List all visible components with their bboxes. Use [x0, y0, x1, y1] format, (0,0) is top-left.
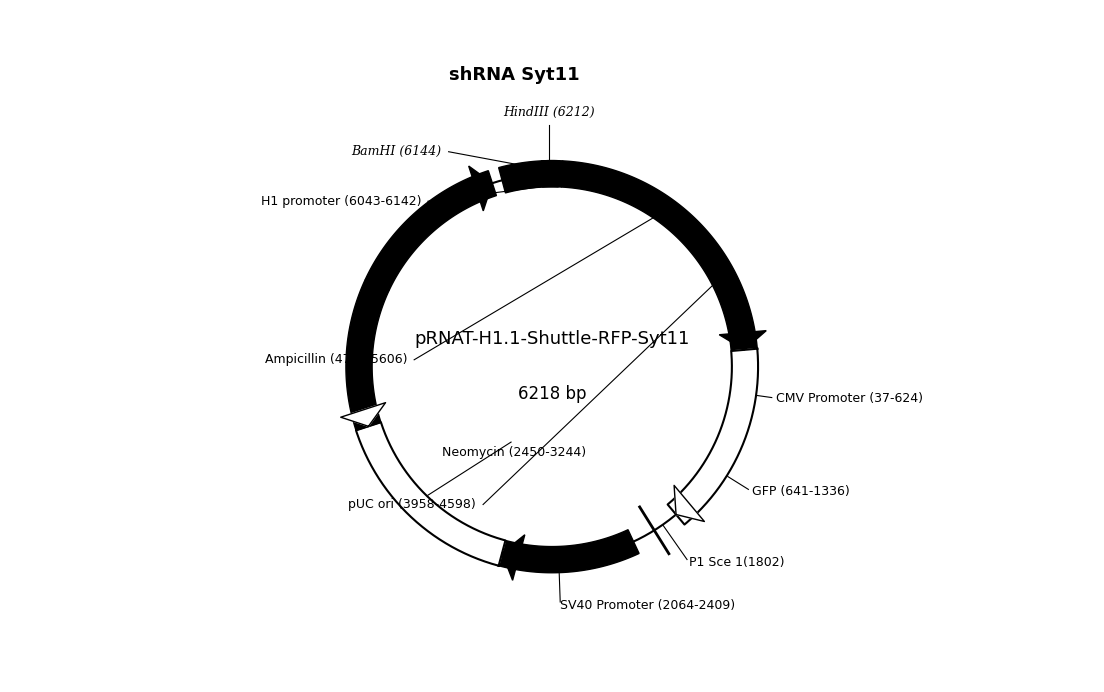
Polygon shape — [720, 331, 766, 350]
Text: SV40 Promoter (2064-2409): SV40 Promoter (2064-2409) — [561, 599, 735, 612]
Text: shRNA Syt11: shRNA Syt11 — [449, 66, 580, 84]
Text: BamHI (6144): BamHI (6144) — [351, 145, 442, 158]
Polygon shape — [365, 171, 497, 291]
Text: CMV Promoter (37-624): CMV Promoter (37-624) — [776, 392, 923, 405]
Text: HindIII (6212): HindIII (6212) — [502, 106, 594, 118]
Polygon shape — [346, 280, 389, 430]
Polygon shape — [499, 161, 560, 193]
Polygon shape — [675, 485, 704, 522]
Text: Ampicillin (4746-5606): Ampicillin (4746-5606) — [265, 354, 407, 366]
Polygon shape — [502, 535, 524, 581]
Text: P1 Sce 1(1802): P1 Sce 1(1802) — [689, 556, 785, 570]
Polygon shape — [469, 166, 492, 211]
Text: 6218 bp: 6218 bp — [518, 385, 586, 403]
Polygon shape — [499, 529, 639, 573]
Polygon shape — [562, 161, 757, 351]
Text: Neomycin (2450-3244): Neomycin (2450-3244) — [442, 446, 586, 459]
Text: pRNAT-H1.1-Shuttle-RFP-Syt11: pRNAT-H1.1-Shuttle-RFP-Syt11 — [414, 330, 690, 348]
Text: pUC ori (3958-4598): pUC ori (3958-4598) — [349, 498, 476, 511]
Text: H1 promoter (6043-6142): H1 promoter (6043-6142) — [261, 194, 421, 208]
Text: GFP (641-1336): GFP (641-1336) — [752, 485, 849, 498]
Polygon shape — [541, 161, 563, 187]
Polygon shape — [668, 349, 758, 525]
Polygon shape — [341, 403, 385, 426]
Polygon shape — [355, 422, 506, 566]
